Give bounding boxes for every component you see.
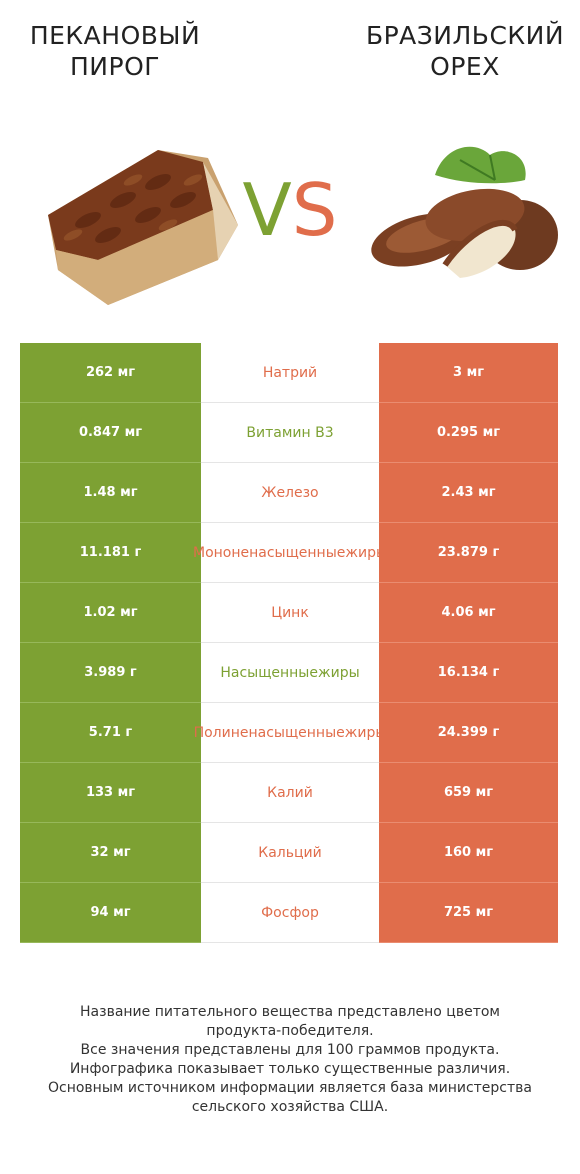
- right-value: 23.879 г: [379, 523, 558, 583]
- right-value: 160 мг: [379, 823, 558, 883]
- nutrient-name: Витамин B3: [201, 403, 379, 463]
- nutrient-name: Мононенасыщенные жиры: [193, 523, 387, 583]
- footer-line: продукта-победителя.: [206, 1023, 374, 1039]
- vs-label: VS: [225, 160, 355, 260]
- table-row: 0.847 мг Витамин B3 0.295 мг: [20, 403, 558, 463]
- footer-notes: Название питательного вещества представл…: [20, 1003, 560, 1117]
- vs-s-letter: S: [291, 168, 338, 252]
- nutrient-name: Калий: [201, 763, 379, 823]
- footer-line: Основным источником информации является …: [48, 1080, 532, 1096]
- left-value: 262 мг: [20, 343, 201, 403]
- right-value: 2.43 мг: [379, 463, 558, 523]
- left-value: 1.48 мг: [20, 463, 201, 523]
- right-value: 659 мг: [379, 763, 558, 823]
- table-row: 94 мг Фосфор 725 мг: [20, 883, 558, 943]
- table-row: 133 мг Калий 659 мг: [20, 763, 558, 823]
- nutrient-name: Насыщенные жиры: [201, 643, 379, 703]
- footer-line: Название питательного вещества представл…: [80, 1004, 500, 1020]
- nutrient-name: Натрий: [201, 343, 379, 403]
- left-value: 5.71 г: [20, 703, 201, 763]
- left-value: 0.847 мг: [20, 403, 201, 463]
- footer-line: Инфографика показывает только существенн…: [69, 1061, 511, 1077]
- table-row: 5.71 г Полиненасыщенные жиры 24.399 г: [20, 703, 558, 763]
- left-value: 3.989 г: [20, 643, 201, 703]
- left-value: 11.181 г: [20, 523, 201, 583]
- vs-v-letter: V: [242, 168, 292, 252]
- left-value: 1.02 мг: [20, 583, 201, 643]
- right-value: 3 мг: [379, 343, 558, 403]
- right-value: 16.134 г: [379, 643, 558, 703]
- left-value: 32 мг: [20, 823, 201, 883]
- right-value: 4.06 мг: [379, 583, 558, 643]
- brazil-nut-image: [371, 146, 558, 278]
- nutrient-name: Кальций: [201, 823, 379, 883]
- pecan-pie-image: [48, 150, 238, 305]
- table-row: 262 мг Натрий 3 мг: [20, 343, 558, 403]
- right-value: 725 мг: [379, 883, 558, 943]
- footer-line: Все значения представлены для 100 граммо…: [80, 1042, 500, 1058]
- nutrient-name: Фосфор: [201, 883, 379, 943]
- table-row: 11.181 г Мононенасыщенные жиры 23.879 г: [20, 523, 558, 583]
- table-row: 32 мг Кальций 160 мг: [20, 823, 558, 883]
- table-row: 1.48 мг Железо 2.43 мг: [20, 463, 558, 523]
- table-row: 3.989 г Насыщенные жиры 16.134 г: [20, 643, 558, 703]
- left-value: 133 мг: [20, 763, 201, 823]
- left-product-title: ПЕКАНОВЫЙ ПИРОГ: [29, 21, 201, 81]
- right-product-title: БРАЗИЛЬСКИЙ ОРЕХ: [365, 21, 565, 81]
- left-value: 94 мг: [20, 883, 201, 943]
- table-row: 1.02 мг Цинк 4.06 мг: [20, 583, 558, 643]
- nutrient-comparison-table: 262 мг Натрий 3 мг 0.847 мг Витамин B3 0.295 …: [20, 343, 558, 943]
- nutrient-name: Железо: [201, 463, 379, 523]
- right-value: 24.399 г: [379, 703, 558, 763]
- nutrient-name: Полиненасыщенные жиры: [194, 703, 386, 763]
- nutrient-name: Цинк: [201, 583, 379, 643]
- right-value: 0.295 мг: [379, 403, 558, 463]
- footer-line: сельского хозяйства США.: [191, 1099, 389, 1115]
